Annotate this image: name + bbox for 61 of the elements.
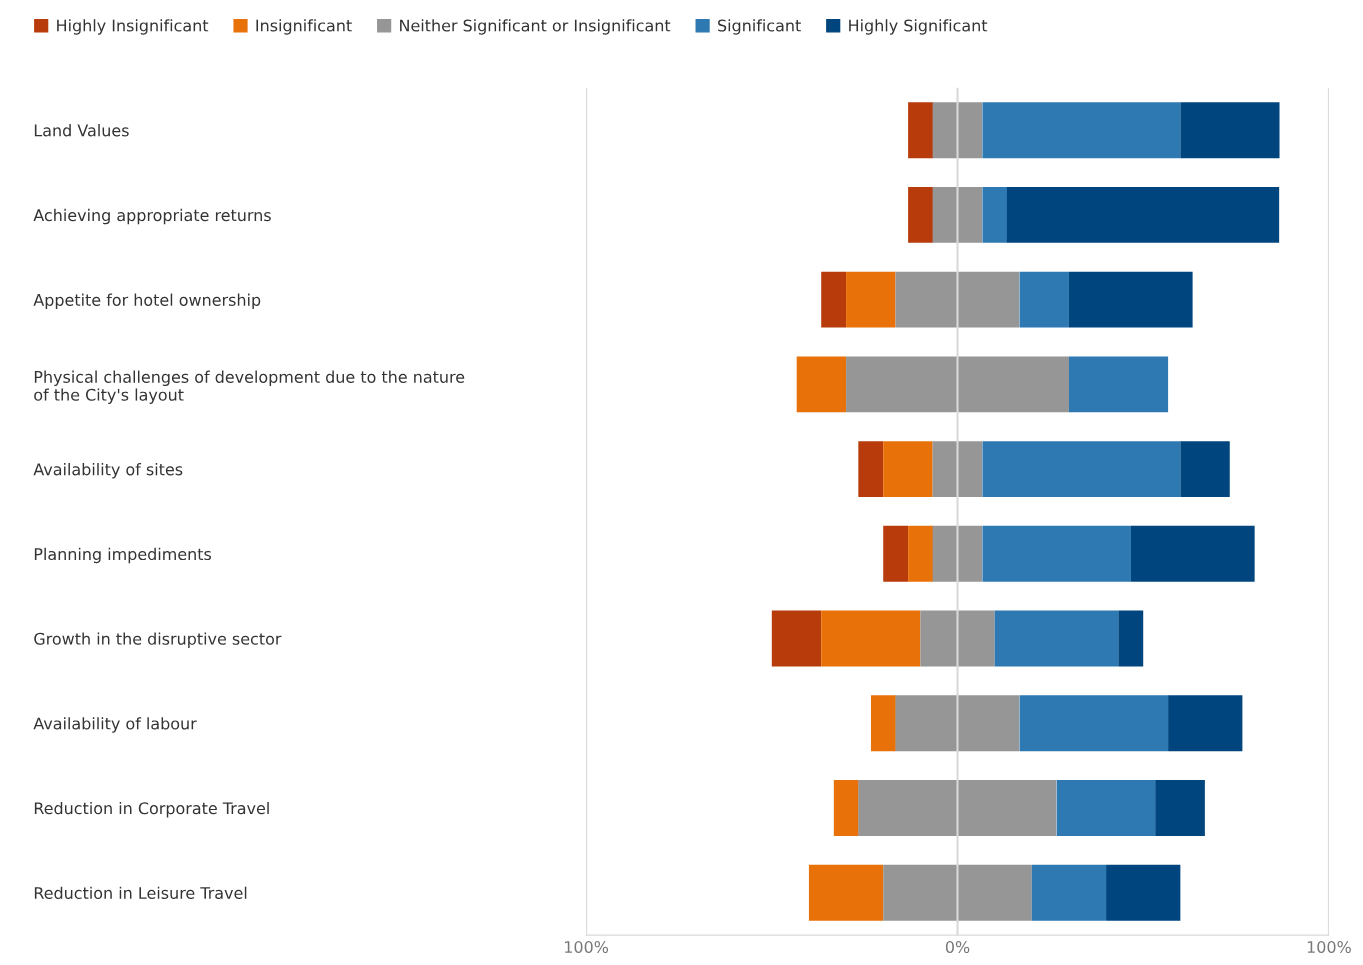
bar [858, 441, 884, 498]
bar [846, 356, 1069, 413]
legend-label: Neither Significant or Insignificant [400, 19, 671, 35]
bar [908, 102, 933, 159]
bar [932, 102, 983, 159]
bar [883, 864, 1032, 921]
y-tick-label: Availability of labour [33, 717, 197, 733]
bar [1019, 271, 1069, 328]
bar [1031, 864, 1107, 921]
bar [982, 525, 1131, 582]
x-tick-label: 100% [1307, 940, 1351, 953]
bar [1180, 441, 1230, 498]
y-tick-label: Land Values [34, 124, 129, 137]
bar [908, 186, 933, 243]
bar [982, 186, 1008, 243]
bar [1106, 864, 1181, 921]
x-tick-label: 0% [945, 940, 970, 953]
bar [1068, 356, 1169, 413]
y-tick-label: Growth in the disruptive sector [34, 632, 282, 648]
x-tick-label: 100% [565, 940, 609, 953]
bar [994, 610, 1119, 667]
y-tick-label: Achieving appropriate returns [33, 208, 271, 225]
y-tick-label: Appetite for hotel ownership [33, 293, 261, 310]
bar [1006, 186, 1280, 243]
bar [1155, 780, 1205, 836]
bar [982, 102, 1181, 159]
bar [833, 780, 859, 836]
bar [821, 271, 847, 328]
bar [846, 271, 896, 328]
bar [982, 441, 1181, 498]
y-tick-label: Reduction in Corporate Travel [34, 801, 269, 818]
y-tick-label: Reduction in Leisure Travel [34, 886, 247, 900]
legend-label: Significant [718, 19, 801, 35]
bar [771, 610, 822, 667]
bar [1118, 610, 1144, 667]
bar [1130, 525, 1255, 582]
y-tick-label: Planning impediments [34, 547, 212, 564]
bar [920, 610, 995, 667]
bar [821, 610, 921, 667]
bar [1180, 102, 1280, 159]
bar [1068, 271, 1193, 328]
bar [895, 271, 1020, 328]
bar [932, 441, 983, 498]
bar [883, 441, 933, 498]
bar [858, 780, 1057, 836]
bar [870, 695, 896, 752]
bar [808, 864, 884, 921]
bar [883, 525, 909, 582]
bar [1056, 780, 1156, 836]
bar [1168, 695, 1243, 752]
bar [908, 525, 933, 582]
y-tick-label: Physical challenges of development due to the nature of the City's layout [34, 370, 465, 404]
bar [932, 186, 983, 243]
bar [1019, 695, 1169, 752]
legend-label: Highly Significant [849, 19, 988, 35]
legend-label: Highly Insignificant [57, 19, 209, 35]
legend-label: Insignificant [256, 19, 352, 35]
bar [895, 695, 1020, 752]
y-tick-label: Availability of sites [33, 463, 183, 479]
bar [932, 525, 983, 582]
bar [796, 356, 847, 413]
